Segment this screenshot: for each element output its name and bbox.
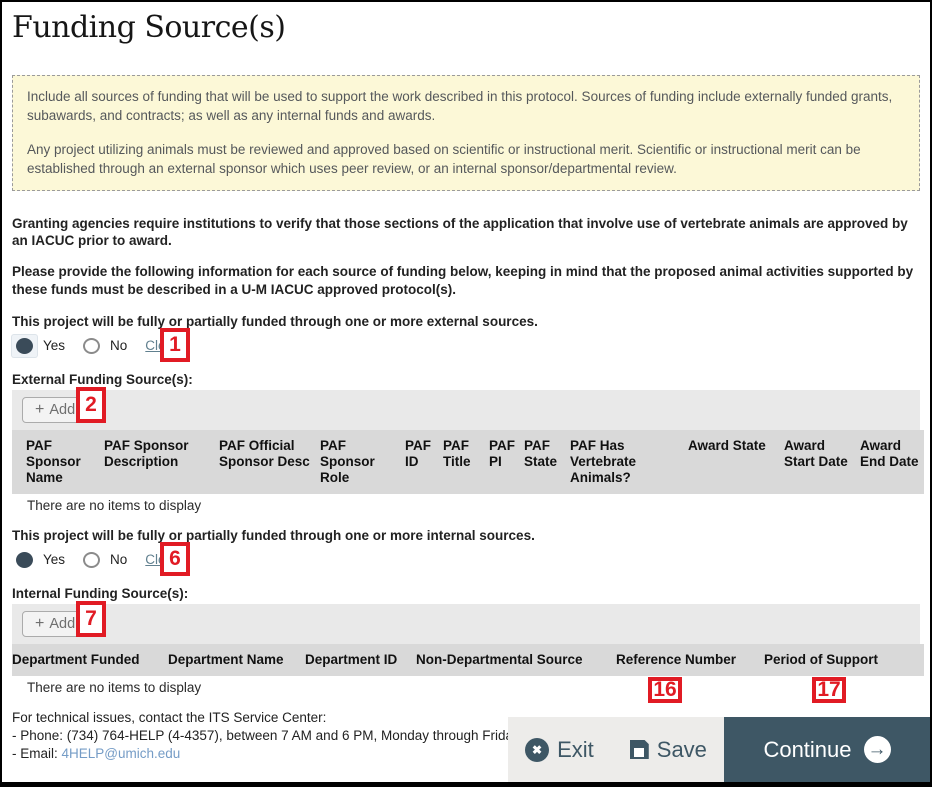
column-header: PAF State [524,437,558,469]
continue-label: Continue [763,736,852,762]
external-funding-question: This project will be fully or partially … [12,313,538,329]
intro-paragraph-2: Please provide the following information… [12,264,914,298]
save-icon [629,740,649,759]
annotation-box-17: 17 [812,677,846,703]
internal-funding-question: This project will be fully or partially … [12,527,535,543]
column-header: Period of Support [764,651,878,667]
external-section-label: External Funding Source(s): [12,371,193,387]
external-no-radio[interactable] [79,335,104,357]
external-add-label: Add [49,401,76,418]
contact-line-1: For technical issues, contact the ITS Se… [12,709,327,725]
external-funding-radio-group: Yes No Clear 1 [12,327,920,362]
external-table-header-row: PAF Sponsor Name PAF Sponsor Description… [12,430,924,494]
internal-add-label: Add [49,615,76,632]
guidance-notice: Include all sources of funding that will… [12,75,920,191]
internal-yes-radio[interactable] [12,549,37,571]
column-header: Department ID [305,651,398,667]
continue-button[interactable]: Continue → [724,717,930,782]
form-action-bar: ✖ Exit Save Continue → [508,717,930,782]
internal-no-radio[interactable] [79,549,104,571]
column-header: Award State [688,437,766,453]
column-header: Non-Departmental Source [416,651,583,667]
notice-paragraph-2: Any project utilizing animals must be re… [27,142,861,177]
annotation-box-6: 6 [160,541,190,576]
column-header: PAF Sponsor Description [104,437,189,469]
email-prefix: - Email: [12,746,62,761]
external-empty-message: There are no items to display [27,497,202,513]
column-header: Department Name [168,651,284,667]
continue-arrow-icon: → [863,736,891,763]
annotation-box-7: 7 [76,600,106,637]
internal-funding-radio-group: Yes No Clear 6 [12,541,920,576]
radio-unselected-icon [83,551,101,568]
external-table-toolbar: + Add 2 [12,386,920,430]
internal-table-header-row: Department Funded Department Name Depart… [12,644,924,676]
external-funding-table: PAF Sponsor Name PAF Sponsor Description… [12,429,924,494]
exit-label: Exit [557,736,594,762]
internal-funding-table: Department Funded Department Name Depart… [12,643,924,676]
internal-table-toolbar: + Add 7 [12,600,920,644]
annotation-box-1: 1 [160,327,190,362]
external-yes-radio[interactable] [12,334,37,357]
exit-icon: ✖ [525,737,550,762]
radio-selected-icon [16,337,33,354]
contact-line-2: - Phone: (734) 764-HELP (4-4357), betwee… [12,727,520,743]
external-no-label: No [110,338,128,354]
column-header: PAF PI [489,437,515,469]
radio-unselected-icon [83,337,101,354]
column-header: PAF Sponsor Name [26,437,81,485]
save-label: Save [656,736,707,762]
plus-icon: + [35,400,45,418]
column-header: PAF Sponsor Role [320,437,375,485]
internal-no-label: No [110,552,128,568]
column-header: Award Start Date [784,437,848,469]
save-button[interactable]: Save [629,736,707,763]
secondary-actions: ✖ Exit Save [508,717,724,782]
internal-section-label: Internal Funding Source(s): [12,585,189,601]
internal-yes-label: Yes [43,552,66,568]
radio-selected-icon [16,551,33,568]
technical-contact-info: For technical issues, contact the ITS Se… [12,709,612,764]
internal-empty-message: There are no items to display [27,679,202,695]
help-email-link[interactable]: 4HELP@umich.edu [61,746,181,761]
column-header: Reference Number [616,651,737,667]
column-header: PAF Official Sponsor Desc [219,437,310,469]
external-yes-label: Yes [43,338,66,354]
notice-paragraph-1: Include all sources of funding that will… [27,89,893,124]
contact-line-3: - Email: 4HELP@umich.edu [12,745,612,763]
column-header: PAF Title [443,437,471,469]
column-header: Award End Date [860,437,919,469]
column-header: PAF Has Vertebrate Animals? [570,437,637,485]
column-header: PAF ID [405,437,431,469]
exit-button[interactable]: ✖ Exit [525,737,594,763]
annotation-box-16: 16 [648,677,682,703]
intro-paragraph-1: Granting agencies require institutions t… [12,215,908,249]
column-header: Department Funded [12,651,140,667]
annotation-box-2: 2 [76,386,106,423]
plus-icon: + [35,614,45,632]
page-title: Funding Source(s) [12,10,286,45]
